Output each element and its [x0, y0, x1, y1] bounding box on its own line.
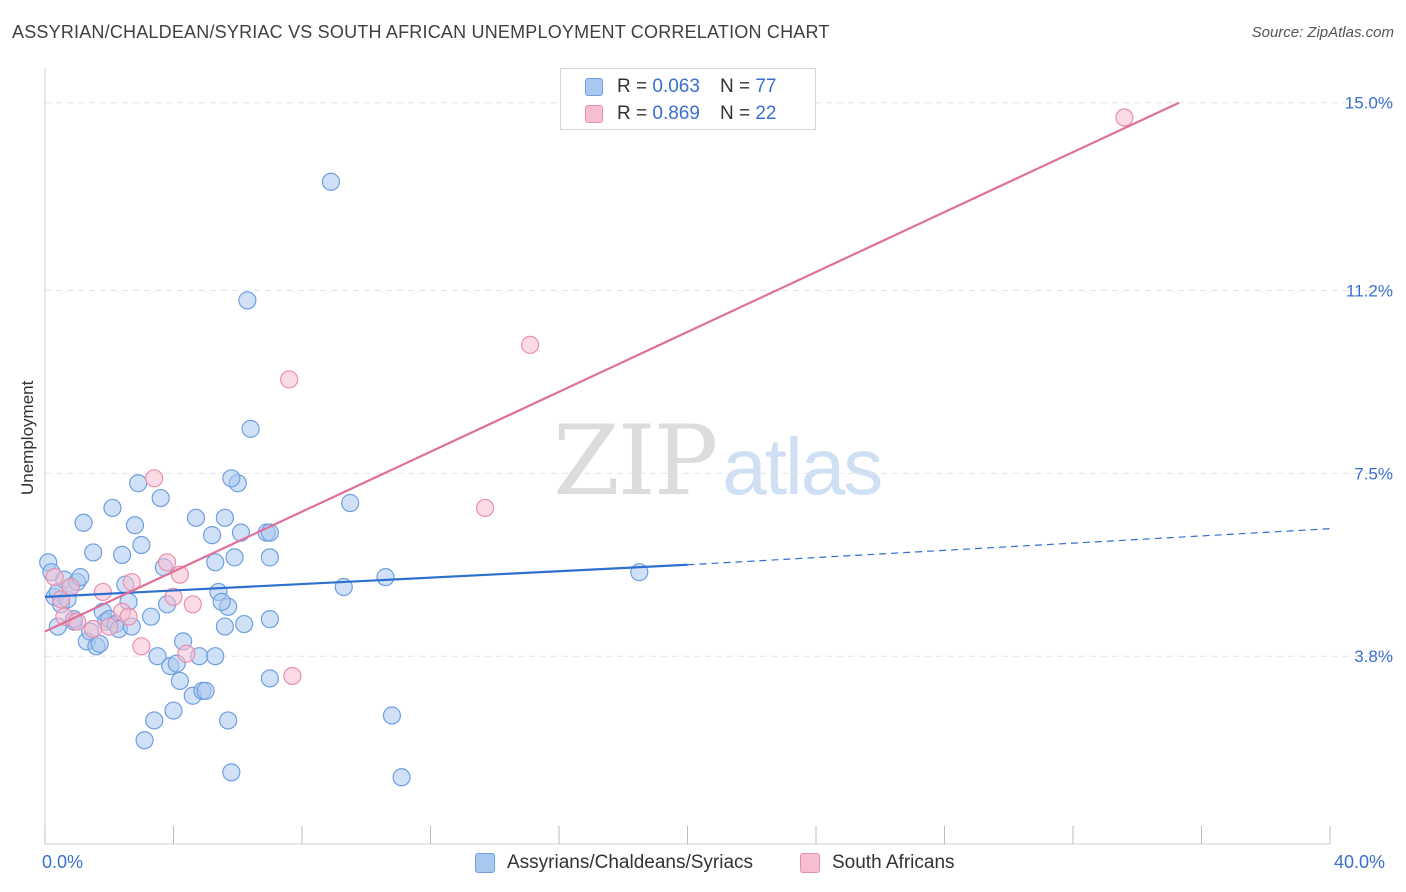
- data-point: [520, 335, 540, 354]
- data-point: [225, 548, 244, 567]
- data-point: [283, 666, 302, 686]
- x-tick-label-min: 0.0%: [42, 852, 84, 872]
- data-point: [206, 647, 225, 666]
- data-point: [74, 513, 93, 532]
- series-legend-label: Assyrians/Chaldeans/Syriacs: [507, 852, 754, 873]
- data-point: [135, 731, 154, 750]
- legend-row-south-africans: R = 0.869 N = 22: [585, 103, 776, 125]
- data-point: [151, 488, 170, 508]
- x-tick-label-max: 40.0%: [1334, 852, 1386, 872]
- x-ticks: [44, 826, 1331, 844]
- legend-n-label: N =: [719, 76, 751, 97]
- data-point: [382, 706, 402, 725]
- data-point: [215, 508, 234, 527]
- data-point: [183, 595, 202, 614]
- series-legend-south-africans: South Africans: [800, 852, 955, 874]
- grid-lines: [45, 102, 1395, 657]
- data-point: [260, 548, 279, 567]
- source-label: Source:: [1251, 24, 1304, 41]
- data-point: [132, 535, 151, 555]
- data-point: [148, 647, 167, 666]
- trend-line-assyrians: [44, 563, 688, 599]
- data-point: [260, 610, 279, 629]
- data-point: [129, 474, 148, 493]
- data-point: [280, 370, 299, 389]
- data-point: [206, 553, 225, 572]
- data-point: [241, 419, 260, 438]
- data-point: [219, 711, 238, 730]
- data-point: [84, 543, 103, 562]
- data-point: [196, 681, 215, 700]
- data-point: [392, 768, 411, 787]
- data-point: [164, 701, 183, 720]
- legend-n-label: N =: [719, 103, 751, 124]
- data-point: [132, 637, 151, 656]
- source-attribution: Source: ZipAtlas.com: [1252, 24, 1394, 41]
- legend-r-value: 0.063: [652, 76, 700, 97]
- data-point: [157, 553, 177, 572]
- data-point: [260, 669, 279, 688]
- data-point: [202, 526, 222, 545]
- data-point: [61, 577, 80, 597]
- legend-r-label: R =: [617, 76, 648, 97]
- data-point: [84, 619, 103, 639]
- y-tick-label: 3.8%: [1354, 647, 1393, 666]
- data-point: [145, 469, 164, 488]
- data-point: [145, 711, 164, 730]
- data-point: [222, 763, 241, 782]
- data-point: [125, 516, 145, 535]
- data-point: [231, 523, 251, 542]
- series-legend-assyrians: Assyrians/Chaldeans/Syriacs: [475, 852, 753, 874]
- correlation-legend: R = 0.063 N = 77 R = 0.869 N = 22: [560, 68, 816, 130]
- series-legend-swatch-pink: [800, 853, 820, 873]
- data-point: [321, 172, 341, 191]
- data-point: [45, 568, 64, 587]
- trend-line-south-africans: [44, 101, 1180, 633]
- data-point: [476, 498, 495, 518]
- data-point: [177, 644, 196, 663]
- data-point: [186, 508, 206, 527]
- series-legend-label: South Africans: [832, 852, 955, 873]
- data-point: [103, 498, 122, 518]
- data-point: [164, 587, 183, 607]
- y-axis-label: Unemployment: [18, 380, 37, 495]
- data-point: [212, 592, 231, 611]
- trend-line-assyrians-extrapolated: [687, 528, 1331, 566]
- data-point: [119, 607, 138, 626]
- y-tick-label: 11.2%: [1346, 282, 1393, 301]
- legend-swatch-blue: [585, 78, 603, 96]
- series-legend-swatch-blue: [475, 853, 495, 873]
- data-point: [376, 568, 395, 587]
- legend-r-label: R =: [617, 103, 648, 124]
- data-point: [112, 545, 132, 564]
- source-value: ZipAtlas.com: [1307, 24, 1394, 41]
- legend-swatch-pink: [585, 105, 603, 123]
- series-south-africans-points: [45, 108, 1134, 686]
- axes: [44, 68, 1330, 845]
- legend-row-assyrians: R = 0.063 N = 77: [585, 76, 776, 98]
- y-tick-label: 7.5%: [1354, 464, 1393, 483]
- legend-r-value: 0.869: [652, 103, 700, 124]
- data-point: [1115, 108, 1134, 127]
- series-legend: Assyrians/Chaldeans/Syriacs South Africa…: [0, 852, 1406, 878]
- y-tick-labels: 3.8% 7.5% 11.2% 15.0%: [1345, 94, 1393, 666]
- data-point: [100, 617, 119, 636]
- data-point: [222, 469, 241, 488]
- data-point: [215, 617, 234, 636]
- legend-n-value: 22: [755, 103, 777, 124]
- series-assyrians-points: [39, 172, 649, 787]
- chart-title: ASSYRIAN/CHALDEAN/SYRIAC VS SOUTH AFRICA…: [12, 22, 830, 42]
- data-point: [141, 607, 161, 626]
- data-point: [235, 614, 254, 634]
- data-point: [341, 493, 360, 513]
- trend-lines: [44, 101, 1331, 633]
- data-point: [93, 582, 112, 602]
- data-point: [170, 671, 190, 691]
- y-tick-label: 15.0%: [1345, 94, 1393, 113]
- data-point: [238, 291, 257, 310]
- legend-n-value: 77: [755, 76, 777, 97]
